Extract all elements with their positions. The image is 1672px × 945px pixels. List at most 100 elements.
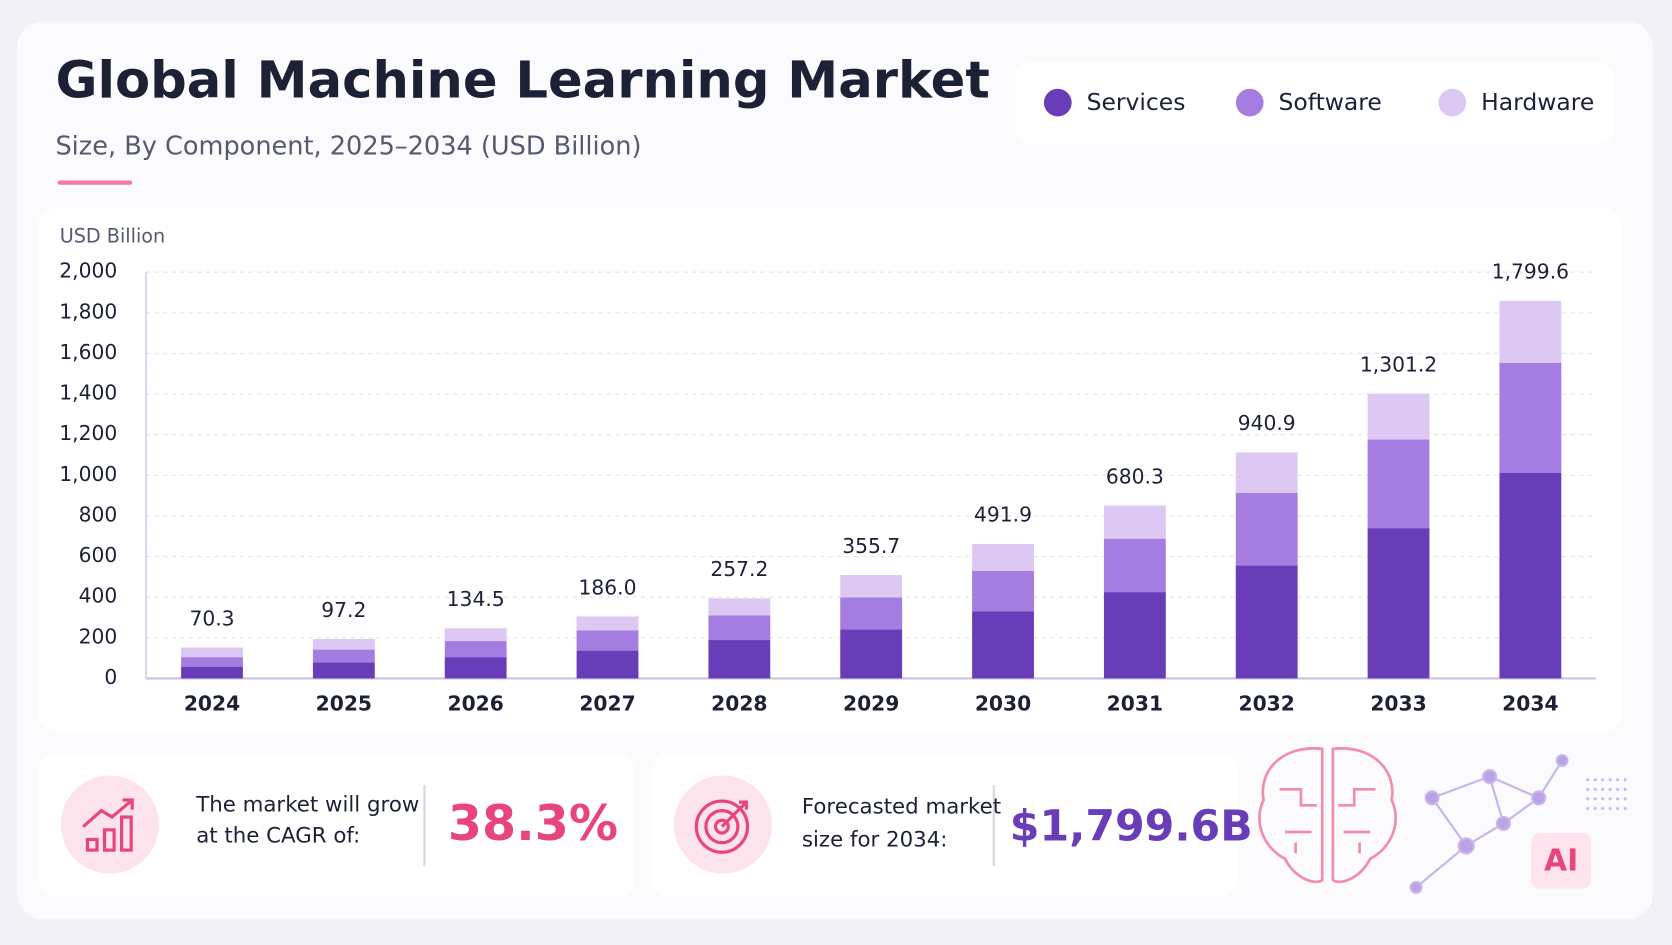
- y-tick-label: 1,000: [59, 462, 117, 486]
- bar-segment: [312, 649, 375, 663]
- bar-segment: [312, 662, 375, 679]
- chart-title: Global Machine Learning Market: [55, 50, 989, 110]
- bar-segment: [576, 650, 639, 679]
- dot-pattern: [1608, 797, 1612, 801]
- legend-label: Hardware: [1481, 88, 1594, 116]
- x-tick-label: 2033: [1370, 692, 1426, 716]
- dot-pattern: [1608, 778, 1612, 782]
- bar-segment: [708, 615, 771, 641]
- bar-segment: [1499, 472, 1562, 679]
- legend-box: [1015, 62, 1615, 145]
- ai-badge: [1531, 833, 1591, 889]
- dot-pattern: [1586, 787, 1590, 791]
- dot-pattern: [1623, 787, 1627, 791]
- x-tick-label: 2026: [447, 692, 503, 716]
- dot-pattern: [1616, 797, 1620, 801]
- dot-pattern: [1608, 807, 1612, 811]
- dot-pattern: [1593, 797, 1597, 801]
- bar-segment: [1367, 393, 1430, 440]
- dot-pattern: [1608, 787, 1612, 791]
- bar-segment: [1235, 565, 1298, 679]
- bar-segment: [444, 628, 507, 642]
- bar-segment: [444, 641, 507, 658]
- total-label: 257.2: [710, 557, 768, 581]
- bar-segment: [181, 666, 243, 679]
- total-label: 70.3: [189, 606, 234, 630]
- bar-segment: [1367, 439, 1430, 529]
- bar-segment: [708, 640, 771, 679]
- card-text: Forecasted market: [802, 794, 1001, 819]
- bar-segment: [444, 657, 507, 679]
- bar-segment: [1103, 505, 1166, 539]
- bar-segment: [840, 629, 903, 679]
- target-icon: [694, 799, 750, 854]
- dot-pattern: [1593, 807, 1597, 811]
- dot-pattern: [1616, 807, 1620, 811]
- bar-segment: [972, 611, 1034, 679]
- total-label: 940.9: [1238, 411, 1296, 435]
- legend-swatch: [1438, 88, 1467, 117]
- y-tick-label: 1,600: [59, 340, 117, 364]
- growth-icon-bg: [60, 775, 159, 874]
- y-tick-label: 600: [79, 543, 118, 567]
- x-tick-label: 2032: [1239, 692, 1295, 716]
- bar-segment: [312, 639, 375, 650]
- x-tick-label: 2025: [316, 692, 372, 716]
- y-tick-label: 200: [79, 624, 118, 648]
- total-label: 186.0: [579, 575, 637, 599]
- card-text: size for 2034:: [802, 828, 948, 853]
- y-tick-label: 400: [79, 584, 118, 608]
- bar-segment: [840, 575, 903, 598]
- bar-segment: [1499, 300, 1562, 363]
- dot-pattern: [1616, 778, 1620, 782]
- y-tick-label: 0: [104, 665, 117, 689]
- dot-pattern: [1601, 797, 1605, 801]
- bar-segment: [972, 570, 1034, 612]
- bar-segment: [1235, 452, 1298, 493]
- x-tick-label: 2034: [1502, 692, 1558, 716]
- legend-swatch: [1043, 88, 1072, 117]
- bar-segment: [1235, 492, 1298, 566]
- dot-pattern: [1601, 807, 1605, 811]
- bar-segment: [840, 597, 903, 630]
- y-axis-label: USD Billion: [60, 224, 166, 247]
- bar-segment: [1367, 528, 1430, 679]
- dot-pattern: [1593, 778, 1597, 782]
- legend-swatch: [1235, 88, 1264, 117]
- x-tick-label: 2031: [1107, 692, 1163, 716]
- ai-badge-text: AI: [1544, 843, 1578, 878]
- dot-pattern: [1623, 807, 1627, 811]
- bar-segment: [576, 630, 639, 651]
- total-label: 491.9: [974, 503, 1032, 527]
- dot-pattern: [1586, 797, 1590, 801]
- bar-segment: [1499, 362, 1562, 473]
- total-label: 1,799.6: [1492, 260, 1569, 284]
- x-tick-label: 2028: [711, 692, 767, 716]
- y-tick-label: 1,200: [59, 421, 117, 445]
- dot-pattern: [1586, 807, 1590, 811]
- dot-pattern: [1593, 787, 1597, 791]
- total-label: 1,301.2: [1360, 352, 1437, 376]
- dot-pattern: [1586, 778, 1590, 782]
- bar-segment: [576, 616, 639, 631]
- forecast-value: $1,799.6B: [1010, 801, 1253, 851]
- bar-segment: [708, 598, 771, 616]
- y-tick-label: 2,000: [59, 259, 117, 283]
- dot-pattern: [1623, 797, 1627, 801]
- legend-label: Software: [1279, 88, 1382, 116]
- x-tick-label: 2024: [184, 692, 240, 716]
- accent-line: [57, 180, 133, 185]
- bar-segment: [1103, 592, 1166, 679]
- dot-pattern: [1623, 778, 1627, 782]
- dot-pattern: [1601, 778, 1605, 782]
- legend-label: Services: [1087, 88, 1186, 116]
- y-tick-label: 1,800: [59, 299, 117, 323]
- bar-segment: [972, 543, 1034, 571]
- total-label: 355.7: [842, 534, 900, 558]
- y-tick-label: 800: [79, 502, 118, 526]
- network-illustration: [1409, 754, 1569, 894]
- x-tick-label: 2027: [579, 692, 635, 716]
- cagr-value: 38.3%: [448, 794, 618, 852]
